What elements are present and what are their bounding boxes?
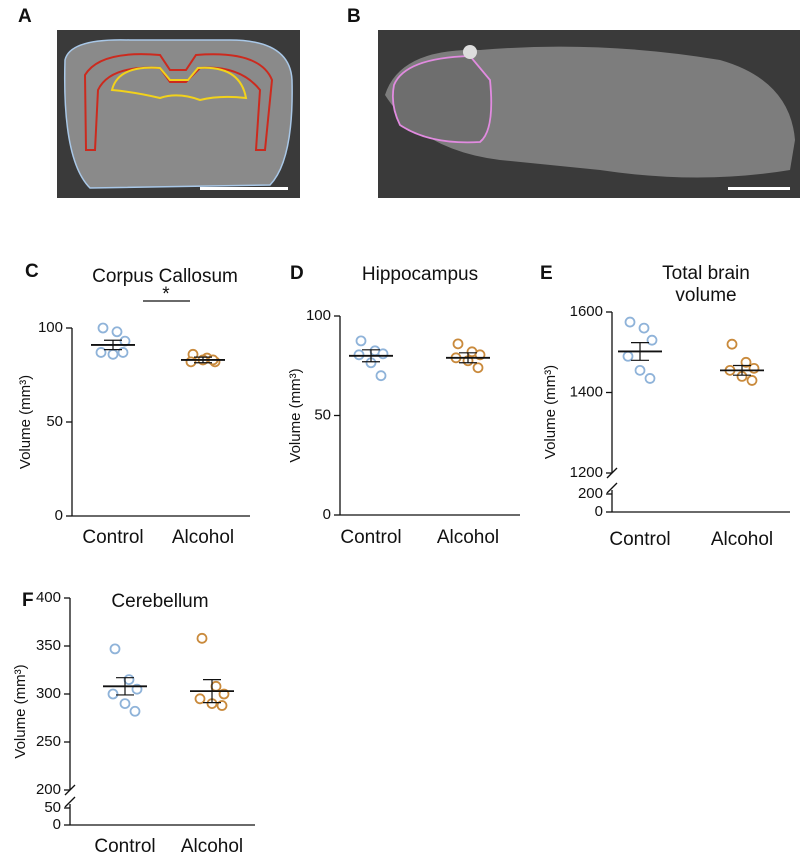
y-tick-label: 100 xyxy=(38,319,63,336)
axis-break xyxy=(64,796,76,808)
y-tick-label: 300 xyxy=(36,685,61,702)
data-point xyxy=(472,362,484,374)
data-point xyxy=(185,356,197,368)
data-point xyxy=(129,705,141,717)
y-axis-label: Volume (mm³) xyxy=(12,664,29,758)
y-tick-label: 350 xyxy=(36,637,61,654)
axis-break xyxy=(606,467,618,479)
panel-letter: A xyxy=(18,6,32,27)
data-point xyxy=(452,338,464,350)
data-point xyxy=(740,356,752,368)
data-point xyxy=(638,322,650,334)
x-tick-label: Control xyxy=(609,529,670,550)
mri-coronal xyxy=(57,30,300,198)
data-point xyxy=(119,698,131,709)
y-tick-label: 0 xyxy=(595,503,603,520)
y-tick-label: 1600 xyxy=(570,303,603,320)
data-point xyxy=(111,326,123,338)
y-tick-label: 1200 xyxy=(570,464,603,481)
y-tick-label: 200 xyxy=(36,781,61,798)
data-point xyxy=(622,350,634,362)
data-point xyxy=(726,338,738,350)
chart-title: volume xyxy=(675,285,736,306)
x-tick-label: Alcohol xyxy=(437,527,499,548)
y-tick-label: 100 xyxy=(306,307,331,324)
data-point xyxy=(377,348,389,360)
data-point xyxy=(109,643,121,655)
y-tick-label: 0 xyxy=(55,507,63,524)
chart-title: Corpus Callosum xyxy=(92,266,238,287)
panel-letter: D xyxy=(290,263,304,284)
data-point xyxy=(746,375,758,386)
panel-letter: C xyxy=(25,261,39,282)
chart-title: Cerebellum xyxy=(111,591,208,612)
y-tick-label: 0 xyxy=(53,816,61,833)
data-point xyxy=(646,334,658,346)
y-tick-label: 400 xyxy=(36,589,61,606)
x-tick-label: Alcohol xyxy=(711,529,773,550)
data-point xyxy=(624,316,636,328)
x-tick-label: Control xyxy=(82,527,143,548)
x-tick-label: Alcohol xyxy=(181,836,243,857)
data-point xyxy=(644,373,656,384)
chart-title: Hippocampus xyxy=(362,264,478,285)
data-point xyxy=(107,688,119,700)
x-tick-label: Control xyxy=(340,527,401,548)
y-axis-label: Volume (mm³) xyxy=(542,365,559,459)
data-point xyxy=(123,674,135,685)
significance-label: * xyxy=(162,284,170,305)
panel-letter: E xyxy=(540,263,553,284)
y-tick-label: 50 xyxy=(46,413,63,430)
x-tick-label: Control xyxy=(94,836,155,857)
y-tick-label: 0 xyxy=(323,506,331,523)
data-point xyxy=(107,348,119,360)
data-point xyxy=(95,347,107,358)
data-point xyxy=(355,335,367,347)
data-point xyxy=(97,322,109,334)
data-point xyxy=(375,370,387,382)
data-point xyxy=(216,700,228,711)
data-point xyxy=(353,349,365,361)
y-tick-label: 50 xyxy=(314,406,331,423)
data-point xyxy=(194,693,206,705)
y-axis-label: Volume (mm³) xyxy=(287,368,304,462)
axis-break xyxy=(64,784,76,796)
y-tick-label: 50 xyxy=(44,799,61,816)
data-point xyxy=(634,364,646,376)
panel-letter: F xyxy=(22,590,34,611)
data-point xyxy=(196,632,208,644)
mri-sagittal xyxy=(378,30,800,198)
data-point xyxy=(210,680,222,692)
y-axis-label: Volume (mm³) xyxy=(17,375,34,469)
y-tick-label: 1400 xyxy=(570,383,603,400)
y-tick-label: 200 xyxy=(578,485,603,502)
chart-title: Total brain xyxy=(662,263,750,284)
x-tick-label: Alcohol xyxy=(172,527,234,548)
axis-break xyxy=(606,482,618,494)
panel-letter: B xyxy=(347,6,361,27)
y-tick-label: 250 xyxy=(36,733,61,750)
